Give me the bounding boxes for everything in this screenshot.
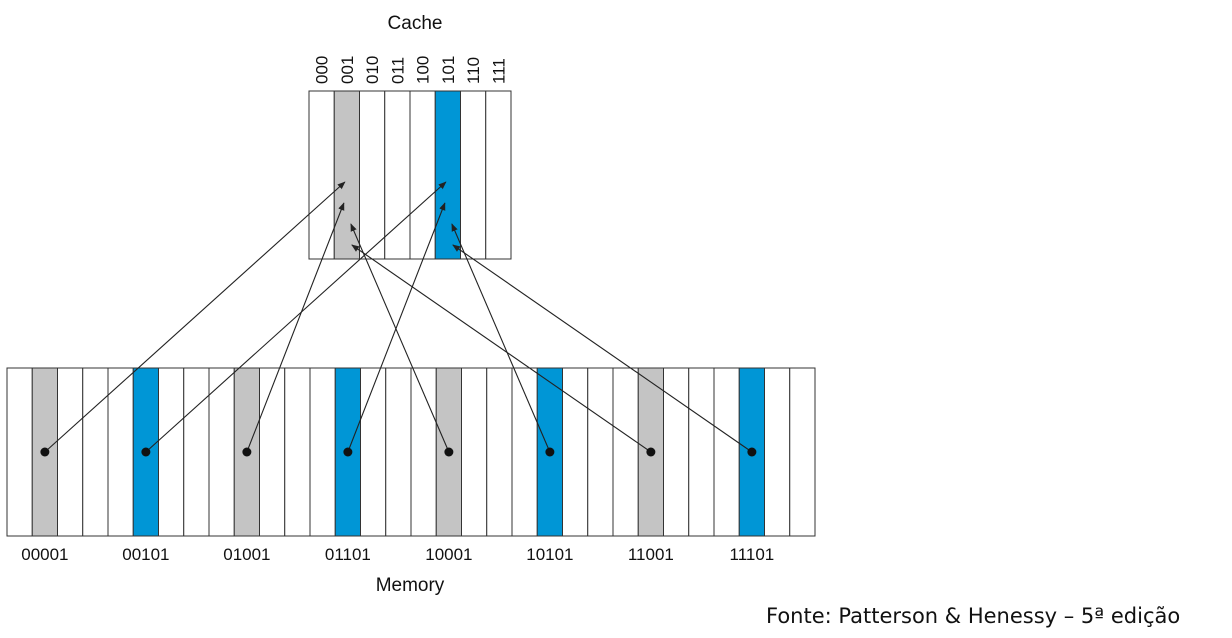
memory-block-slot <box>6 367 33 537</box>
mapping-origin-dot <box>242 447 252 457</box>
memory-block-slot <box>764 367 791 537</box>
mapping-origin-dots <box>40 447 757 457</box>
memory-block-slot <box>562 367 589 537</box>
memory-block-slot <box>183 367 210 537</box>
memory-block-slot <box>360 367 387 537</box>
mapping-origin-dot <box>444 447 454 457</box>
mapping-arrow <box>145 181 447 453</box>
cache-slot <box>308 90 335 260</box>
memory-block <box>6 367 816 537</box>
cache-block <box>308 90 512 260</box>
memory-address-labels: 00001 00101 01001 01101 10001 10101 11001 11101 <box>21 545 774 564</box>
memory-address-label: 00101 <box>122 545 169 564</box>
memory-address-label: 01101 <box>325 545 371 564</box>
memory-title: Memory <box>376 575 445 596</box>
cache-index-labels: 000 001 010 011 100 101 110 111 <box>313 56 509 84</box>
cache-slot <box>409 90 436 260</box>
cache-index-label: 010 <box>363 56 382 84</box>
mapping-arrow <box>44 181 346 453</box>
memory-block-slot <box>486 367 513 537</box>
cache-slot <box>485 90 512 260</box>
cache-index-label: 000 <box>313 56 332 84</box>
cache-index-label: 011 <box>388 57 407 84</box>
cache-title: Cache <box>388 13 443 34</box>
mapping-arrow <box>451 223 551 453</box>
mapping-arrow <box>347 202 446 453</box>
memory-block-slot <box>284 367 311 537</box>
cache-index-label: 100 <box>414 56 433 84</box>
cache-slot <box>434 90 461 260</box>
mapping-arrow <box>350 223 450 453</box>
cache-slot <box>384 90 411 260</box>
memory-block-slot <box>688 367 715 537</box>
memory-block-slot <box>789 367 816 537</box>
memory-address-label: 11001 <box>628 545 674 564</box>
memory-block-slot <box>208 367 235 537</box>
mapping-origin-dot <box>141 447 151 457</box>
cache-slot <box>460 90 487 260</box>
cache-index-label: 110 <box>464 57 483 84</box>
cache-index-label: 111 <box>489 58 508 84</box>
memory-block-slot <box>107 367 134 537</box>
mapping-arrow <box>246 202 345 453</box>
memory-block-slot <box>158 367 185 537</box>
source-caption: Fonte: Patterson & Henessy – 5ª edição <box>766 604 1181 628</box>
memory-address-label: 10001 <box>425 545 472 564</box>
mapping-arrow <box>452 244 753 453</box>
memory-address-label: 01001 <box>223 545 270 564</box>
cache-index-label: 001 <box>338 56 357 84</box>
memory-block-slot <box>385 367 412 537</box>
memory-block-slot <box>461 367 488 537</box>
memory-block-slot <box>410 367 437 537</box>
mapping-origin-dot <box>747 447 757 457</box>
cache-slot <box>359 90 386 260</box>
memory-address-label: 11101 <box>730 545 775 564</box>
mapping-origin-dot <box>343 447 353 457</box>
cache-index-label: 101 <box>439 56 458 84</box>
memory-address-label: 10101 <box>526 545 573 564</box>
memory-block-slot <box>82 367 109 537</box>
memory-block-slot <box>57 367 84 537</box>
mapping-origin-dot <box>40 447 50 457</box>
memory-address-label: 00001 <box>21 545 68 564</box>
memory-block-slot <box>511 367 538 537</box>
memory-block-slot <box>663 367 690 537</box>
memory-block-slot <box>309 367 336 537</box>
memory-block-slot <box>612 367 639 537</box>
cache-slot <box>333 90 360 260</box>
memory-block-slot <box>713 367 740 537</box>
mapping-arrow <box>351 244 652 453</box>
mapping-origin-dot <box>646 447 656 457</box>
memory-block-slot <box>587 367 614 537</box>
mapping-origin-dot <box>545 447 555 457</box>
mapping-arrows <box>44 181 753 453</box>
memory-block-slot <box>259 367 286 537</box>
